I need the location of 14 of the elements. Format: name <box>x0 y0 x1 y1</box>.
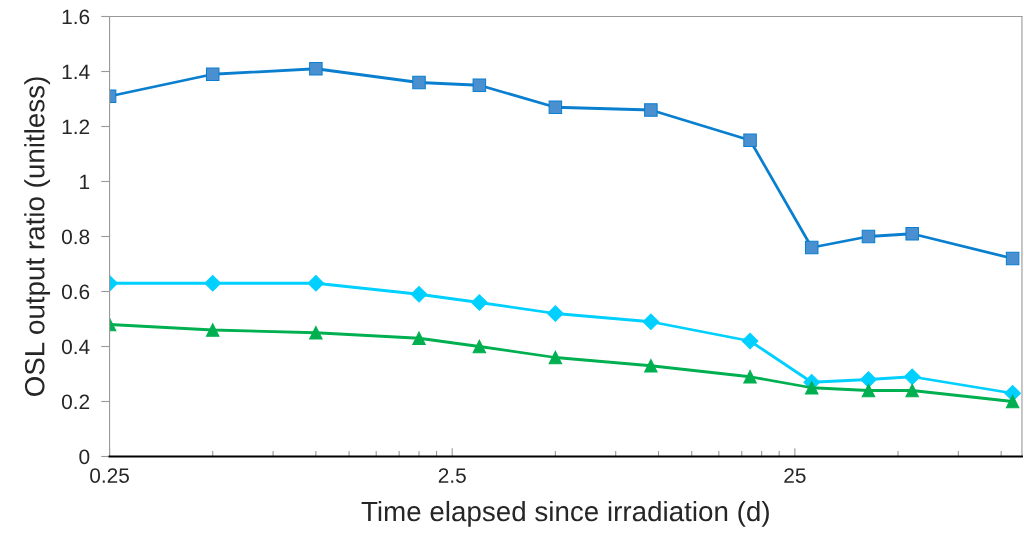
y-tick-label: 0.6 <box>61 284 90 300</box>
y-tick-label: 1.4 <box>62 64 90 80</box>
y-tick-label: 0.2 <box>61 394 90 410</box>
y-tick-label: 0 <box>79 449 90 465</box>
x-tick-label: 25 <box>784 468 806 483</box>
y-tick-label: 1.2 <box>62 119 90 135</box>
y-tick-label: 1 <box>80 174 90 190</box>
x-tick-label: 2.5 <box>438 468 466 483</box>
y-axis-title: OSL output ratio (unitless) <box>24 77 51 396</box>
y-tick-label: 1.6 <box>62 9 90 25</box>
x-axis-title: Time elapsed since irradiation (d) <box>361 500 769 527</box>
x-tick-label: 0.25 <box>90 468 129 483</box>
y-tick-label: 0.8 <box>61 229 90 245</box>
y-tick-label: 0.4 <box>61 339 90 355</box>
